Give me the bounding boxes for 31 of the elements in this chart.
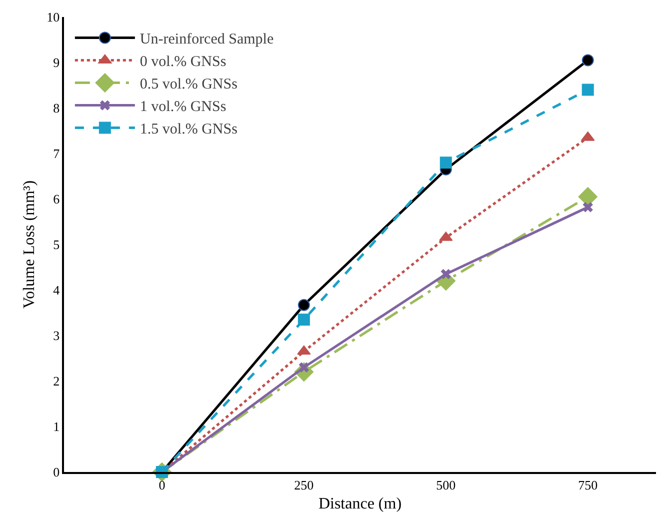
point <box>297 345 311 355</box>
y-tick-label: 8 <box>53 100 60 116</box>
point <box>582 54 594 66</box>
point <box>440 156 452 169</box>
x-tick-label: 250 <box>294 477 314 492</box>
y-tick-label: 5 <box>53 237 60 252</box>
y-tick-label: 2 <box>53 374 60 389</box>
y-tick-label: 7 <box>53 146 60 162</box>
y-tick-label: 3 <box>53 328 60 344</box>
legend-label: 0.5 vol.% GNSs <box>140 76 238 93</box>
x-tick-label: 0 <box>158 477 166 492</box>
point <box>440 268 451 280</box>
point <box>578 187 598 206</box>
legend-label: 1 vol.% GNSs <box>140 99 226 116</box>
y-tick-label: 1 <box>53 419 60 434</box>
y-tick-label: 10 <box>46 10 60 25</box>
legend-label: 0 vol.% GNSs <box>140 54 226 70</box>
x-axis-title: Distance (m) <box>318 496 402 513</box>
legend-label: 1.5 vol.% GNSs <box>140 122 238 138</box>
y-tick-label: 4 <box>53 282 60 298</box>
y-tick-label: 0 <box>53 464 60 480</box>
y-axis-title: Volume Loss (mm³) <box>21 180 38 309</box>
point <box>298 299 310 312</box>
point <box>582 84 594 96</box>
point <box>582 202 593 212</box>
y-tick-label: 9 <box>53 55 60 70</box>
x-tick-label: 500 <box>436 477 456 492</box>
x-tick-label: 750 <box>578 477 598 492</box>
legend-label: Un-reinforced Sample <box>140 32 274 48</box>
point <box>298 314 310 326</box>
y-tick-label: 6 <box>53 192 60 207</box>
